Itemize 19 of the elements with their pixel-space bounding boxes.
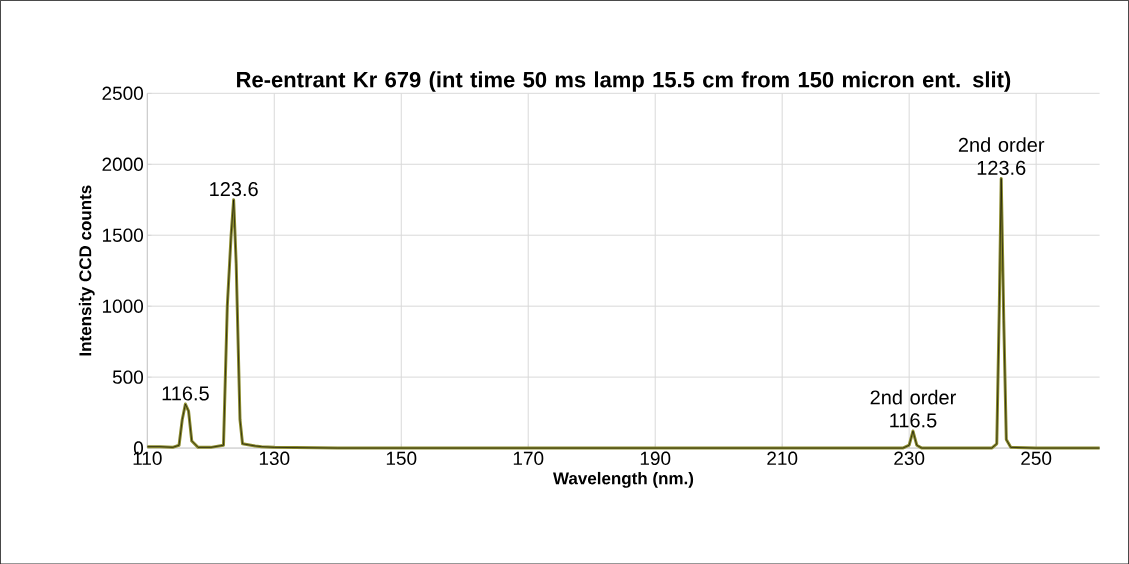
x-tick-label: 190 [640,451,671,465]
y-axis-title: Intensity CCD counts [78,185,95,356]
x-tick-label: 170 [513,451,544,465]
annotation: 116.5 [162,386,209,401]
annotation: 2nd order 123.6 [958,137,1045,175]
y-tick-label: 1500 [102,228,144,242]
y-tick-label: 2500 [102,86,144,100]
x-axis-title: Wavelength (nm.) [553,471,694,488]
y-tick-label: 1000 [102,299,144,313]
x-tick-label: 130 [259,451,290,465]
x-tick-label: 230 [894,451,925,465]
y-tick-label: 500 [112,370,144,384]
annotation: 2nd order 116.5 [870,389,956,428]
x-tick-label: 150 [386,451,417,465]
chart-title: Re-entrant Kr 679 (int time 50 ms lamp 15.5 cm from 150 micron ent. slit) [237,71,1011,92]
annotation: 123.6 [210,181,258,197]
y-tick-label: 2000 [102,157,144,171]
x-tick-label: 250 [1021,451,1052,465]
x-tick-label: 210 [767,451,798,465]
